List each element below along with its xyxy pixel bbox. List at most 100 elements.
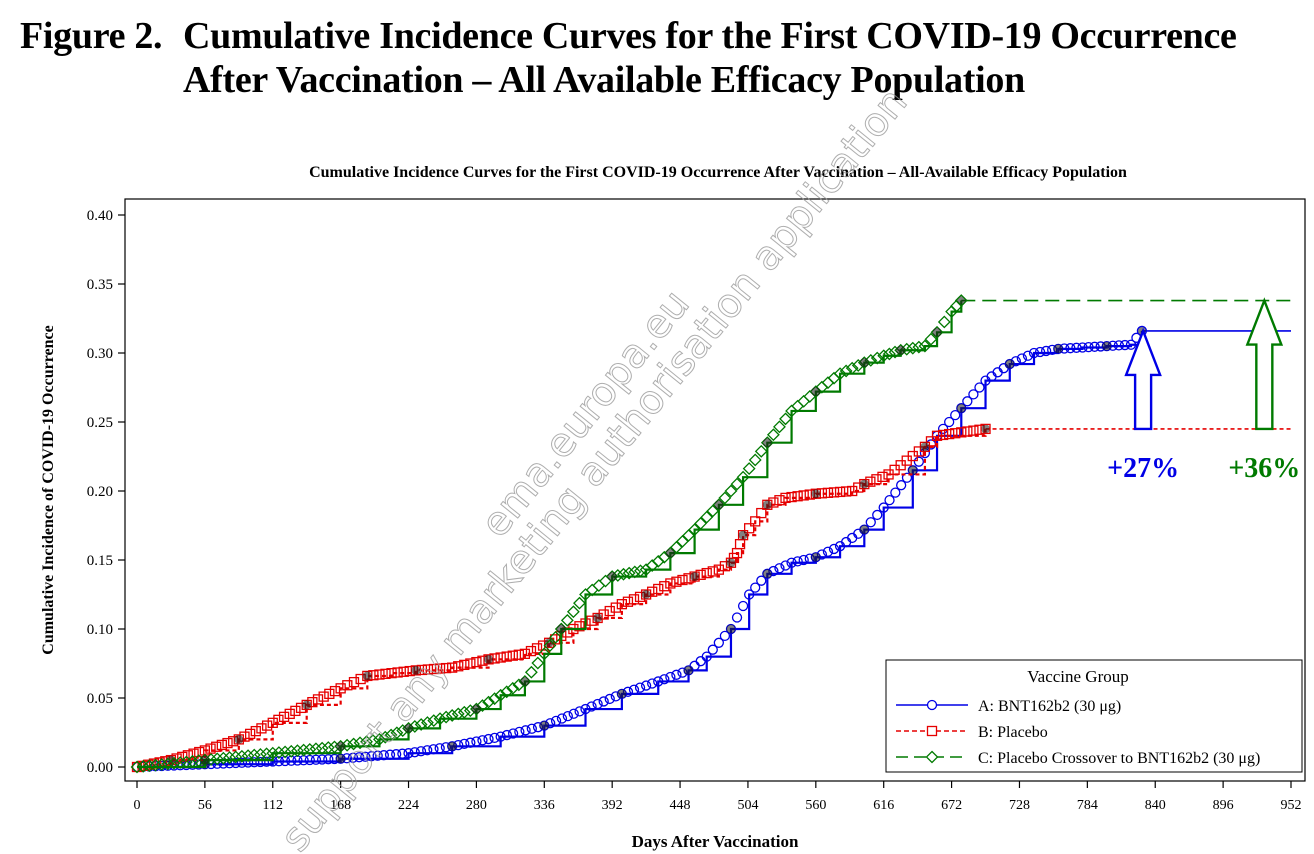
increase-annotation-1: +36% [1228, 297, 1300, 484]
event-marker [297, 743, 311, 757]
annotation-layer: +27% +36% [1107, 297, 1300, 484]
event-marker [284, 708, 295, 720]
legend-title: Vaccine Group [1027, 667, 1129, 686]
event-marker [792, 491, 803, 502]
event-marker [592, 579, 606, 592]
event-marker [247, 748, 261, 762]
event-marker [827, 371, 841, 385]
event-marker [950, 428, 961, 439]
event-marker [439, 710, 453, 724]
event-marker [347, 752, 359, 763]
censor-marker [544, 638, 554, 648]
event-marker [482, 695, 495, 709]
event-marker [731, 612, 743, 623]
event-marker [931, 430, 943, 441]
event-marker [707, 644, 718, 655]
censor-marker [714, 500, 724, 510]
y-tick-label: 0.15 [87, 553, 113, 569]
event-marker [143, 759, 154, 770]
y-axis-label: Cumulative Incidence of COVID-19 Occurre… [40, 325, 57, 654]
censor-marker [1053, 344, 1063, 354]
event-marker [1028, 347, 1040, 359]
event-marker [882, 347, 896, 361]
event-marker [671, 669, 682, 680]
figure-number: Figure 2. [20, 15, 163, 57]
event-marker [677, 574, 688, 586]
event-marker [422, 745, 433, 756]
censor-marker [1102, 341, 1112, 351]
series-line [137, 428, 987, 769]
event-marker [433, 712, 447, 726]
event-marker [719, 630, 731, 642]
event-marker [870, 351, 884, 365]
event-marker [188, 748, 199, 759]
event-marker [828, 543, 840, 555]
increase-arrow [1124, 327, 1162, 431]
event-marker [303, 743, 317, 756]
series-2 [130, 294, 1291, 774]
censor-marker [956, 296, 966, 306]
event-marker [291, 744, 304, 758]
event-marker [847, 485, 858, 497]
event-marker [682, 529, 695, 542]
event-marker [386, 668, 397, 679]
event-marker [353, 736, 367, 750]
event-marker [562, 710, 573, 722]
event-marker [742, 462, 756, 475]
event-marker [718, 491, 732, 505]
event-marker [440, 662, 452, 674]
event-marker [634, 564, 647, 578]
event-marker [962, 396, 973, 407]
censor-marker [234, 734, 244, 744]
event-marker [155, 758, 169, 771]
event-marker [1022, 350, 1034, 361]
event-marker [373, 732, 386, 746]
series-1 [131, 423, 1291, 773]
censor-marker [932, 327, 942, 337]
event-marker [255, 756, 266, 768]
event-marker [434, 743, 445, 754]
event-marker [695, 656, 706, 667]
censor-marker [981, 424, 991, 434]
censor-marker [556, 624, 566, 634]
plot-frame [124, 198, 1306, 782]
event-marker [737, 600, 749, 612]
event-marker [236, 757, 248, 768]
event-marker [477, 735, 488, 746]
event-marker [628, 684, 640, 695]
event-marker [822, 487, 834, 498]
x-tick-label: 504 [737, 798, 758, 813]
chart-title: Cumulative Incidence Curves for the Firs… [309, 164, 1127, 181]
censor-marker [484, 654, 494, 664]
event-marker [186, 754, 199, 768]
event-marker [822, 546, 834, 557]
event-marker [1083, 341, 1094, 353]
event-marker [366, 734, 380, 747]
event-marker [434, 663, 446, 674]
x-tick-label: 336 [534, 798, 555, 813]
event-marker [223, 751, 236, 765]
event-marker [730, 477, 744, 491]
event-marker [744, 523, 755, 534]
censor-marker [471, 704, 481, 714]
censor-marker [762, 500, 772, 510]
event-marker [774, 563, 785, 574]
event-marker [537, 647, 551, 661]
event-marker [628, 594, 640, 605]
event-marker [653, 676, 664, 687]
x-tick-label: 168 [330, 798, 351, 813]
event-marker [230, 757, 241, 769]
event-marker [398, 666, 409, 677]
event-marker [335, 683, 346, 694]
increase-arrow [1245, 297, 1284, 431]
event-marker [342, 680, 353, 691]
event-marker [864, 353, 878, 367]
event-marker [149, 758, 162, 772]
event-marker [906, 341, 920, 355]
event-marker [962, 426, 973, 437]
censor-marker [811, 552, 821, 562]
censor-marker [520, 676, 530, 686]
event-marker [476, 699, 489, 713]
legend-items: A: BNT162b2 (30 μg) B: Placebo C: Placebo … [896, 698, 1260, 767]
